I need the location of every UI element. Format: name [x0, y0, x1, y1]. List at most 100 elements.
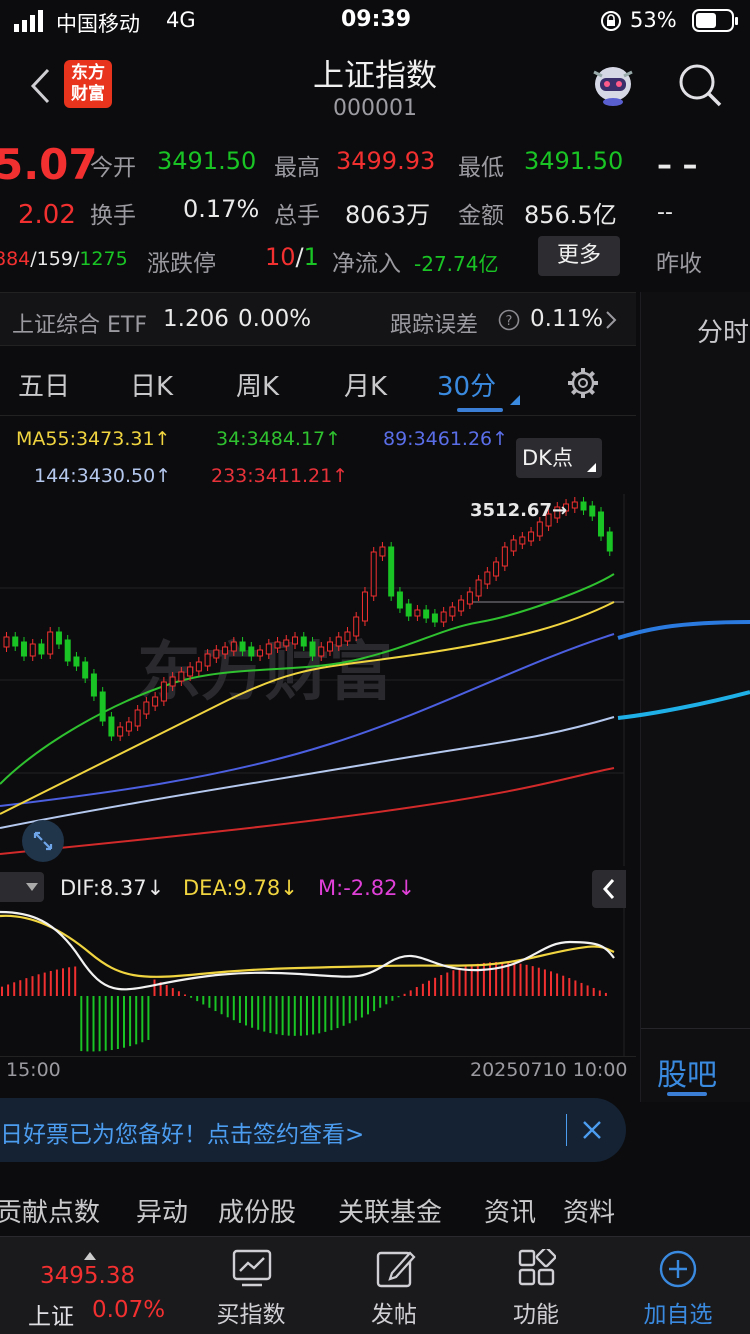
candle-body: [90, 673, 97, 697]
side-dash: – –: [657, 148, 698, 183]
add-watchlist-button[interactable]: 加自选: [643, 1302, 713, 1328]
indicator-selector[interactable]: [0, 872, 44, 902]
candle-body: [606, 531, 613, 552]
tab-monthly[interactable]: 月K: [344, 372, 388, 402]
candle-body: [563, 503, 570, 512]
candle-body: [571, 501, 578, 509]
candle-body: [55, 631, 62, 645]
candle-body: [423, 609, 430, 619]
tab-movement[interactable]: 异动: [136, 1198, 189, 1228]
candle-body: [353, 616, 360, 637]
tab-contribution[interactable]: 贡献点数: [0, 1198, 101, 1228]
guba-indicator: [667, 1092, 707, 1096]
candle-body: [361, 591, 368, 622]
tab-5day[interactable]: 五日: [18, 372, 71, 402]
price-change: 2.02: [18, 200, 76, 230]
signal-icon: [14, 10, 48, 37]
network-type: 4G: [166, 8, 196, 32]
time-axis: 15:00 20250710 10:00: [0, 1056, 636, 1086]
candle-body: [3, 636, 10, 648]
candle-body: [38, 643, 45, 655]
tab-intraday[interactable]: 分时: [697, 318, 750, 348]
candle-body: [12, 636, 19, 647]
candle-body: [248, 646, 255, 657]
active-tab-indicator: [457, 408, 503, 412]
back-icon[interactable]: [28, 66, 52, 110]
tracking-label: 跟踪误差: [390, 313, 479, 338]
candle-body: [528, 531, 535, 542]
candle-body: [143, 701, 150, 715]
candle-body: [405, 603, 412, 617]
amount-label: 金额: [458, 203, 504, 229]
etf-row[interactable]: 上证综合 ETF 1.206 0.00% 跟踪误差 ? 0.11%: [0, 292, 636, 346]
promo-banner[interactable]: 日好票已为您备好！点击签约查看>: [0, 1098, 626, 1162]
dif-line: [0, 910, 615, 991]
low-label: 最低: [458, 155, 504, 181]
period-tabs: 五日 日K 周K 月K 30分: [0, 348, 636, 416]
tab-constituents[interactable]: 成份股: [218, 1198, 297, 1228]
candle-body: [431, 613, 438, 623]
last-price: 5.07: [0, 140, 98, 189]
tab-profile[interactable]: 资料: [563, 1198, 616, 1228]
clock: 09:39: [341, 7, 412, 32]
tab-news[interactable]: 资讯: [484, 1198, 537, 1228]
netflow-value: -27.74亿: [414, 252, 499, 276]
macd-chart[interactable]: [0, 908, 640, 1056]
plus-circle-icon[interactable]: [658, 1249, 698, 1293]
tab-daily[interactable]: 日K: [130, 372, 174, 402]
help-icon[interactable]: ?: [498, 309, 520, 335]
tab-weekly[interactable]: 周K: [236, 372, 280, 402]
post-button[interactable]: 发帖: [371, 1302, 417, 1328]
candle-body: [326, 641, 333, 652]
ma233-line: [0, 767, 615, 855]
candle-body: [239, 641, 246, 652]
candle-body: [178, 671, 185, 682]
stock-code: 000001: [333, 96, 417, 121]
dk-button[interactable]: DK点: [516, 438, 602, 478]
candle-body: [117, 726, 124, 737]
open-label: 今开: [90, 155, 136, 181]
orientation-lock-icon: [600, 10, 622, 37]
volume-label: 总手: [274, 203, 320, 229]
candle-body: [195, 661, 202, 672]
candle-body: [309, 641, 316, 657]
candle-body: [370, 551, 377, 597]
candle-body: [449, 606, 456, 617]
candle-body: [554, 506, 561, 519]
etf-change: 0.00%: [238, 306, 312, 332]
more-button[interactable]: 更多: [538, 236, 620, 276]
macd-dea: DEA:9.78↓: [183, 876, 298, 900]
ma144-value: 144:3430.50↑: [34, 465, 172, 487]
turnover-value: 0.17%: [183, 195, 260, 223]
banner-text: 日好票已为您备好！点击签约查看>: [0, 1122, 365, 1148]
chart-icon[interactable]: [232, 1249, 272, 1291]
expand-icon[interactable]: [22, 820, 64, 862]
grid-icon[interactable]: [518, 1246, 557, 1291]
volume-value: 8063万: [345, 201, 431, 229]
candle-body: [501, 546, 508, 567]
tab-related-funds[interactable]: 关联基金: [338, 1198, 443, 1228]
index-price[interactable]: 3495.38: [40, 1263, 136, 1289]
candle-body: [29, 643, 36, 657]
gear-icon[interactable]: [566, 366, 600, 404]
candle-body: [204, 653, 211, 667]
carrier: 中国移动: [56, 12, 140, 36]
candle-body: [292, 636, 299, 645]
kline-chart[interactable]: 东方财富 3512.67→: [0, 494, 750, 866]
robot-icon[interactable]: [588, 62, 638, 112]
candle-body: [598, 511, 605, 537]
buy-index-button[interactable]: 买指数: [216, 1302, 286, 1328]
tab-30min[interactable]: 30分: [437, 372, 497, 402]
edit-icon[interactable]: [376, 1249, 416, 1293]
candle-body: [475, 579, 482, 597]
guba-tab[interactable]: 股吧: [657, 1058, 717, 1093]
search-icon[interactable]: [677, 62, 723, 112]
candle-body: [47, 631, 54, 655]
market-breadth: 884/159/1275: [0, 248, 128, 270]
battery-percent: 53%: [630, 8, 677, 32]
ma34-value: 34:3484.17↑: [216, 428, 342, 450]
close-icon[interactable]: [580, 1118, 604, 1146]
chevron-left-icon[interactable]: [592, 870, 626, 908]
header: 东方 财富 上证指数 000001: [0, 42, 750, 130]
function-button[interactable]: 功能: [513, 1302, 559, 1328]
